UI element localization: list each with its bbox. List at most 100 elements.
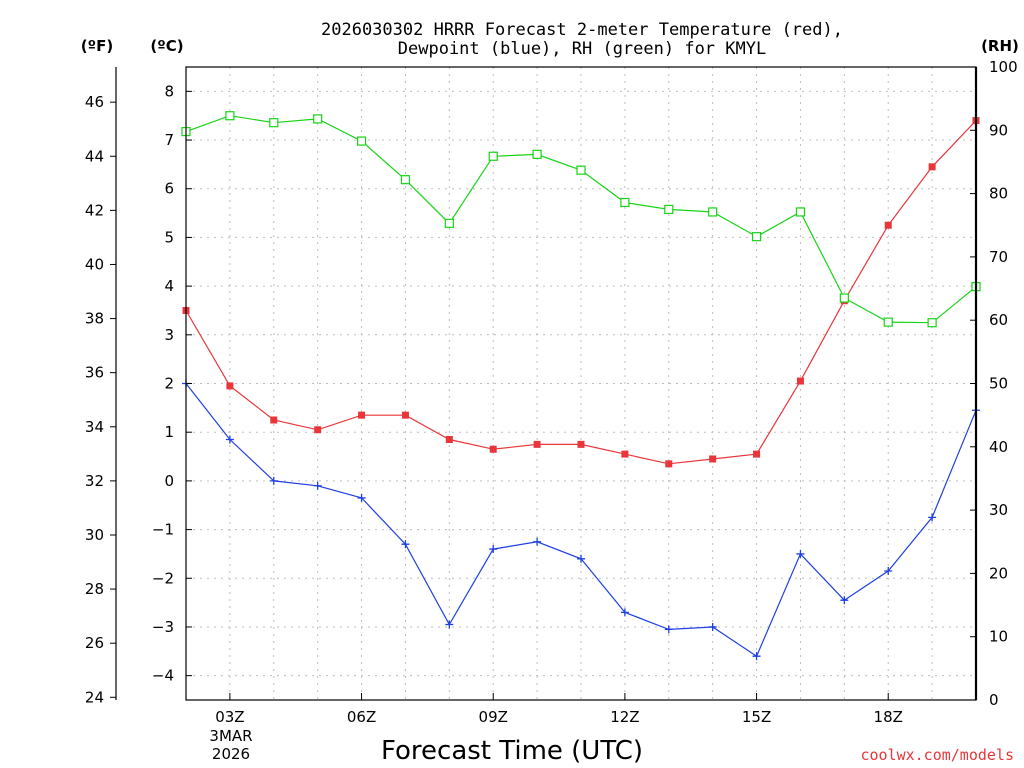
fahrenheit-tick-label: 32: [85, 472, 104, 490]
x-tick-label: 15Z: [742, 708, 771, 726]
fahrenheit-tick-label: 30: [85, 526, 104, 544]
celsius-tick-label: −4: [152, 667, 174, 685]
celsius-unit-label: (ºC): [150, 37, 183, 55]
temperature-point: [709, 455, 717, 463]
celsius-tick-label: 4: [164, 277, 174, 295]
fahrenheit-tick-label: 36: [85, 364, 104, 382]
dewpoint-point: [840, 596, 849, 605]
celsius-tick-label: −2: [152, 569, 174, 587]
rh-point: [927, 318, 937, 328]
rh-tick-label: 80: [989, 185, 1008, 203]
temperature-point: [884, 221, 892, 229]
temperature-point: [358, 411, 366, 419]
rh-point: [795, 207, 806, 217]
rh-tick-label: 60: [989, 311, 1008, 329]
dewpoint-point: [401, 540, 410, 549]
x-tick-label: 18Z: [874, 708, 903, 726]
fahrenheit-tick-label: 34: [85, 418, 104, 436]
temperature-point: [445, 435, 453, 443]
rh-point: [225, 111, 235, 121]
rh-point: [356, 136, 367, 146]
date-label-month-day: 3MAR: [209, 727, 252, 745]
rh-tick-label: 90: [989, 121, 1008, 139]
temperature-point: [401, 411, 409, 419]
rh-tick-label: 40: [989, 438, 1008, 456]
celsius-tick-label: 5: [164, 228, 174, 246]
x-tick-label: 06Z: [347, 708, 376, 726]
dewpoint-point: [708, 622, 717, 631]
celsius-tick-label: 7: [164, 131, 174, 149]
fahrenheit-tick-label: 40: [85, 255, 104, 273]
rh-point: [576, 165, 586, 175]
rh-point: [400, 175, 411, 185]
temperature-point: [270, 416, 278, 424]
dewpoint-point: [269, 476, 278, 485]
fahrenheit-unit-label: (ºF): [81, 37, 113, 55]
celsius-tick-label: −3: [152, 618, 174, 636]
rh-tick-label: 0: [989, 691, 999, 709]
chart-title-line-2: Dewpoint (blue), RH (green) for KMYL: [398, 39, 766, 59]
celsius-tick-label: 2: [164, 375, 174, 393]
celsius-tick-label: 8: [164, 82, 174, 100]
dewpoint-point: [752, 652, 761, 661]
fahrenheit-tick-label: 38: [85, 310, 104, 328]
fahrenheit-tick-label: 42: [85, 201, 104, 219]
temperature-point: [533, 440, 541, 448]
credit-text: coolwx.com/models: [860, 746, 1014, 764]
rh-point: [751, 232, 762, 242]
celsius-tick-label: −1: [152, 521, 174, 539]
dewpoint-point: [928, 513, 937, 522]
fahrenheit-tick-label: 24: [85, 688, 104, 706]
dewpoint-point: [884, 566, 893, 575]
rh-unit-label: (RH): [981, 37, 1019, 55]
rh-point: [664, 204, 674, 215]
rh-point: [883, 317, 893, 327]
chart-title-line-1: 2026030302 HRRR Forecast 2-meter Tempera…: [321, 20, 843, 40]
rh-tick-label: 50: [989, 375, 1008, 393]
rh-point: [839, 293, 849, 303]
rh-tick-label: 10: [989, 628, 1008, 646]
x-tick-label: 12Z: [610, 708, 639, 726]
celsius-tick-label: 0: [164, 472, 174, 490]
temperature-point: [226, 382, 234, 390]
temperature-point: [314, 426, 322, 434]
dewpoint-point: [445, 620, 454, 629]
grid-lines: [186, 67, 976, 700]
fahrenheit-tick-label: 26: [85, 634, 104, 652]
celsius-tick-label: 6: [164, 180, 174, 198]
dewpoint-point: [357, 493, 366, 502]
dewpoint-point: [533, 537, 542, 546]
fahrenheit-tick-label: 28: [85, 580, 104, 598]
rh-point: [532, 149, 542, 159]
dewpoint-point: [664, 625, 673, 634]
rh-point: [708, 207, 718, 217]
x-tick-label: 03Z: [215, 708, 244, 726]
rh-point: [488, 151, 498, 161]
rh-tick-label: 100: [989, 58, 1018, 76]
temperature-point: [928, 163, 936, 171]
rh-tick-label: 20: [989, 564, 1008, 582]
temperature-point: [665, 460, 673, 468]
fahrenheit-tick-label: 46: [85, 93, 104, 111]
x-tick-label: 09Z: [479, 708, 508, 726]
tick-labels: −4−3−2−101234567824262830323436384042444…: [85, 58, 1018, 726]
rh-point: [620, 197, 630, 208]
date-label-year: 2026: [212, 745, 250, 763]
celsius-tick-label: 3: [164, 326, 174, 344]
rh-point: [444, 218, 454, 228]
dewpoint-point: [225, 435, 234, 444]
x-axis-label: Forecast Time (UTC): [381, 736, 643, 766]
temperature-point: [577, 440, 585, 448]
dewpoint-point: [489, 545, 498, 554]
rh-point: [313, 114, 323, 124]
temperature-point: [753, 450, 761, 458]
fahrenheit-tick-label: 44: [85, 147, 104, 165]
dewpoint-point: [796, 549, 805, 558]
rh-tick-label: 70: [989, 248, 1008, 266]
dewpoint-point: [577, 554, 585, 563]
temperature-point: [489, 445, 497, 453]
celsius-tick-label: 1: [164, 423, 174, 441]
temperature-point: [796, 377, 804, 385]
rh-tick-label: 30: [989, 501, 1008, 519]
